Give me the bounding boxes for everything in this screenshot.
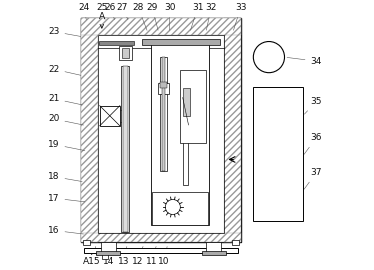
Bar [98,35,224,233]
Bar [81,18,241,35]
Text: 25: 25 [97,3,108,19]
Bar [183,89,190,116]
Text: 19: 19 [48,140,85,151]
Bar [183,83,187,185]
Text: 36: 36 [304,133,322,154]
Bar [123,66,128,232]
Text: 28: 28 [132,3,147,30]
Text: 10: 10 [159,247,170,266]
Text: 31: 31 [190,3,203,30]
Text: 33: 33 [233,3,246,30]
Text: 12: 12 [132,247,143,266]
Text: 27: 27 [116,3,128,19]
Circle shape [165,200,180,214]
Text: 30: 30 [164,3,175,30]
Bar [83,240,90,245]
Bar [120,110,126,122]
Bar [102,254,108,259]
Bar [121,66,129,232]
Text: 18: 18 [48,172,82,181]
Bar [160,58,167,171]
Text: 14: 14 [104,247,115,266]
Bar [160,82,167,89]
Bar [99,41,134,45]
Text: A: A [99,12,105,28]
Bar [96,251,120,255]
Text: 22: 22 [48,65,81,75]
Bar [83,248,238,253]
Text: 23: 23 [48,27,81,36]
Text: 37: 37 [304,168,322,189]
Text: 34: 34 [287,57,322,66]
Text: 13: 13 [118,247,130,266]
Bar [119,46,132,60]
Bar [162,58,165,171]
Text: 20: 20 [48,114,83,125]
Text: 35: 35 [304,97,322,114]
Text: A: A [91,248,96,256]
Bar [100,106,120,126]
Bar [232,240,239,245]
Bar [98,35,224,233]
Bar [151,43,209,225]
Bar [206,242,221,253]
Text: 32: 32 [205,3,217,30]
Bar [253,87,303,221]
Text: 17: 17 [48,194,85,202]
Bar [142,39,220,45]
Circle shape [253,42,285,73]
Bar [158,83,169,94]
Bar [202,251,226,255]
Bar [152,193,208,225]
Bar [224,18,241,242]
Text: 29: 29 [146,3,158,30]
Text: 26: 26 [105,3,116,19]
Text: A15: A15 [83,247,101,266]
Bar [81,18,98,242]
Text: 24: 24 [78,3,89,19]
Text: 11: 11 [146,247,157,266]
Bar [81,233,241,242]
Text: 16: 16 [48,226,83,235]
Bar [180,70,206,143]
Bar [101,242,116,253]
Bar [122,48,129,58]
Text: 21: 21 [48,94,82,105]
Bar [81,18,241,242]
